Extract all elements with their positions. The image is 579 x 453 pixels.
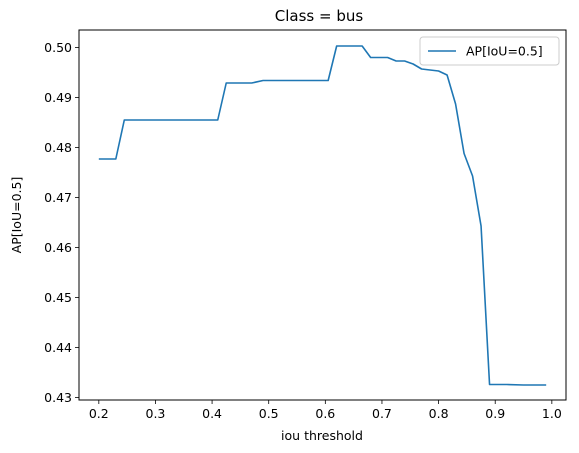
x-tick-label: 0.9 (485, 406, 505, 421)
y-tick-label: 0.46 (44, 240, 72, 255)
x-tick-label: 0.5 (259, 406, 279, 421)
legend-label: AP[IoU=0.5] (466, 44, 543, 59)
x-tick-label: 0.2 (89, 406, 109, 421)
x-axis-label: iou threshold (281, 428, 363, 443)
series-line-0 (98, 45, 547, 386)
plot-lines (98, 45, 547, 386)
x-tick-label: 0.7 (372, 406, 392, 421)
x-tick-label: 1.0 (542, 406, 562, 421)
y-tick-label: 0.49 (44, 90, 72, 105)
x-tick-label: 0.4 (202, 406, 222, 421)
y-tick-label: 0.45 (44, 290, 72, 305)
y-tick-label: 0.50 (44, 40, 72, 55)
plot-frame (78, 29, 567, 401)
y-tick-label: 0.47 (44, 190, 72, 205)
legend: AP[IoU=0.5] (419, 36, 560, 66)
y-axis-ticks: 0.43 0.44 0.45 0.46 0.47 0.48 0.49 0.50 (44, 40, 79, 405)
y-tick-label: 0.48 (44, 140, 72, 155)
y-axis-label: AP[IoU=0.5] (9, 177, 24, 254)
x-tick-label: 0.3 (146, 406, 166, 421)
chart-title: Class = bus (275, 7, 364, 25)
legend-box (419, 36, 560, 66)
y-tick-label: 0.44 (44, 340, 72, 355)
x-axis-ticks: 0.2 0.3 0.4 0.5 0.6 0.7 0.8 0.9 1.0 (89, 400, 562, 421)
x-tick-label: 0.8 (429, 406, 449, 421)
y-tick-label: 0.43 (44, 390, 72, 405)
x-tick-label: 0.6 (315, 406, 335, 421)
